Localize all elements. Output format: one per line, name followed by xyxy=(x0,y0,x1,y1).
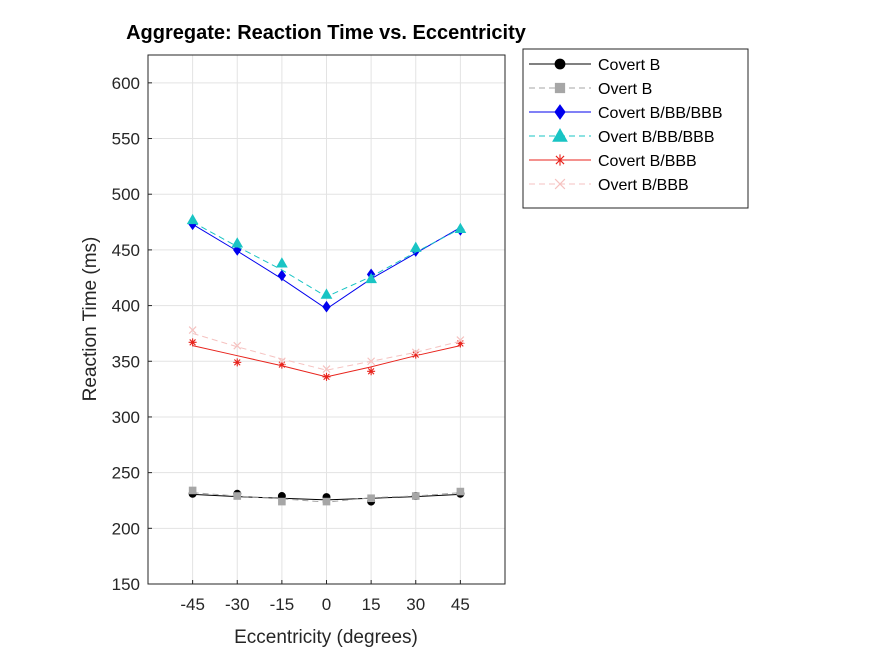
y-tick-label: 550 xyxy=(112,130,140,149)
data-point xyxy=(322,497,331,506)
legend-label: Covert B/BB/BBB xyxy=(598,105,723,122)
series-layer xyxy=(186,213,467,506)
data-point xyxy=(367,357,376,366)
series-group xyxy=(188,486,465,506)
data-point xyxy=(411,492,420,500)
data-point xyxy=(277,269,287,282)
data-point xyxy=(277,357,286,366)
legend-label: Covert B xyxy=(598,57,660,74)
data-point xyxy=(411,348,420,357)
data-point xyxy=(552,127,568,142)
series-group xyxy=(188,338,465,381)
y-tick-label: 450 xyxy=(112,241,140,260)
data-point xyxy=(188,486,197,495)
legend-label: Overt B/BBB xyxy=(598,177,689,194)
legend-label: Covert B/BBB xyxy=(598,153,697,170)
legend-box xyxy=(522,48,749,209)
x-tick-label: -30 xyxy=(225,595,250,614)
data-point xyxy=(411,350,420,359)
legend: Covert B Overt B Covert B/BB/BBB Overt B/BB… xyxy=(522,48,749,209)
y-tick-label: 600 xyxy=(112,74,140,93)
data-point xyxy=(277,360,286,369)
legend-label: Overt B xyxy=(598,81,652,98)
data-point xyxy=(554,154,566,166)
data-point xyxy=(322,372,331,381)
legend-item: Covert B xyxy=(529,57,660,74)
data-point xyxy=(233,492,242,500)
y-tick-label: 400 xyxy=(112,297,140,316)
y-axis-label: Reaction Time (ms) xyxy=(80,237,101,402)
y-tick-label: 150 xyxy=(112,575,140,594)
x-axis-label: Eccentricity (degrees) xyxy=(234,627,418,648)
y-tick-label: 250 xyxy=(112,464,140,483)
data-point xyxy=(322,365,331,373)
x-tick-label: -45 xyxy=(180,595,205,614)
data-point xyxy=(233,341,242,350)
data-point xyxy=(454,222,467,233)
chart-title: Aggregate: Reaction Time vs. Eccentricit… xyxy=(126,22,527,44)
data-point xyxy=(231,237,244,248)
data-point xyxy=(320,288,333,299)
y-tick-label: 200 xyxy=(112,519,140,538)
legend-item: Overt B/BBB xyxy=(529,177,689,194)
x-tick-label: 0 xyxy=(322,595,331,614)
data-point xyxy=(409,241,422,252)
data-point xyxy=(554,178,566,190)
legend-item: Covert B/BBB xyxy=(529,153,697,170)
data-point xyxy=(365,272,377,284)
legend-label: Overt B/BB/BBB xyxy=(598,129,714,146)
x-tick-label: 45 xyxy=(451,595,470,614)
data-point xyxy=(278,497,286,506)
data-point xyxy=(186,213,199,225)
data-point xyxy=(188,338,197,347)
series-group xyxy=(186,213,467,299)
y-tick-label: 500 xyxy=(112,185,140,204)
legend-item: Overt B/BB/BBB xyxy=(529,127,714,146)
axis-ticks: -45 -30 -15 0 15 30 45 150 200 250 300 350 400 450 500… xyxy=(112,74,470,614)
data-point xyxy=(554,82,566,94)
data-point xyxy=(367,494,375,503)
legend-item: Overt B xyxy=(529,81,652,98)
x-tick-label: 30 xyxy=(406,595,425,614)
legend-item: Covert B/BB/BBB xyxy=(529,104,723,122)
data-point xyxy=(276,257,288,268)
data-point xyxy=(456,336,465,345)
data-point xyxy=(188,326,197,335)
data-point xyxy=(367,367,376,376)
y-tick-label: 300 xyxy=(112,408,140,427)
data-point xyxy=(554,104,566,120)
series-group xyxy=(188,326,465,373)
data-point xyxy=(233,358,242,367)
x-tick-label: -15 xyxy=(270,595,295,614)
data-point xyxy=(322,300,331,313)
data-point xyxy=(456,487,465,496)
y-tick-label: 350 xyxy=(112,352,140,371)
data-point xyxy=(554,58,566,70)
x-tick-label: 15 xyxy=(362,595,381,614)
data-point xyxy=(456,339,465,348)
